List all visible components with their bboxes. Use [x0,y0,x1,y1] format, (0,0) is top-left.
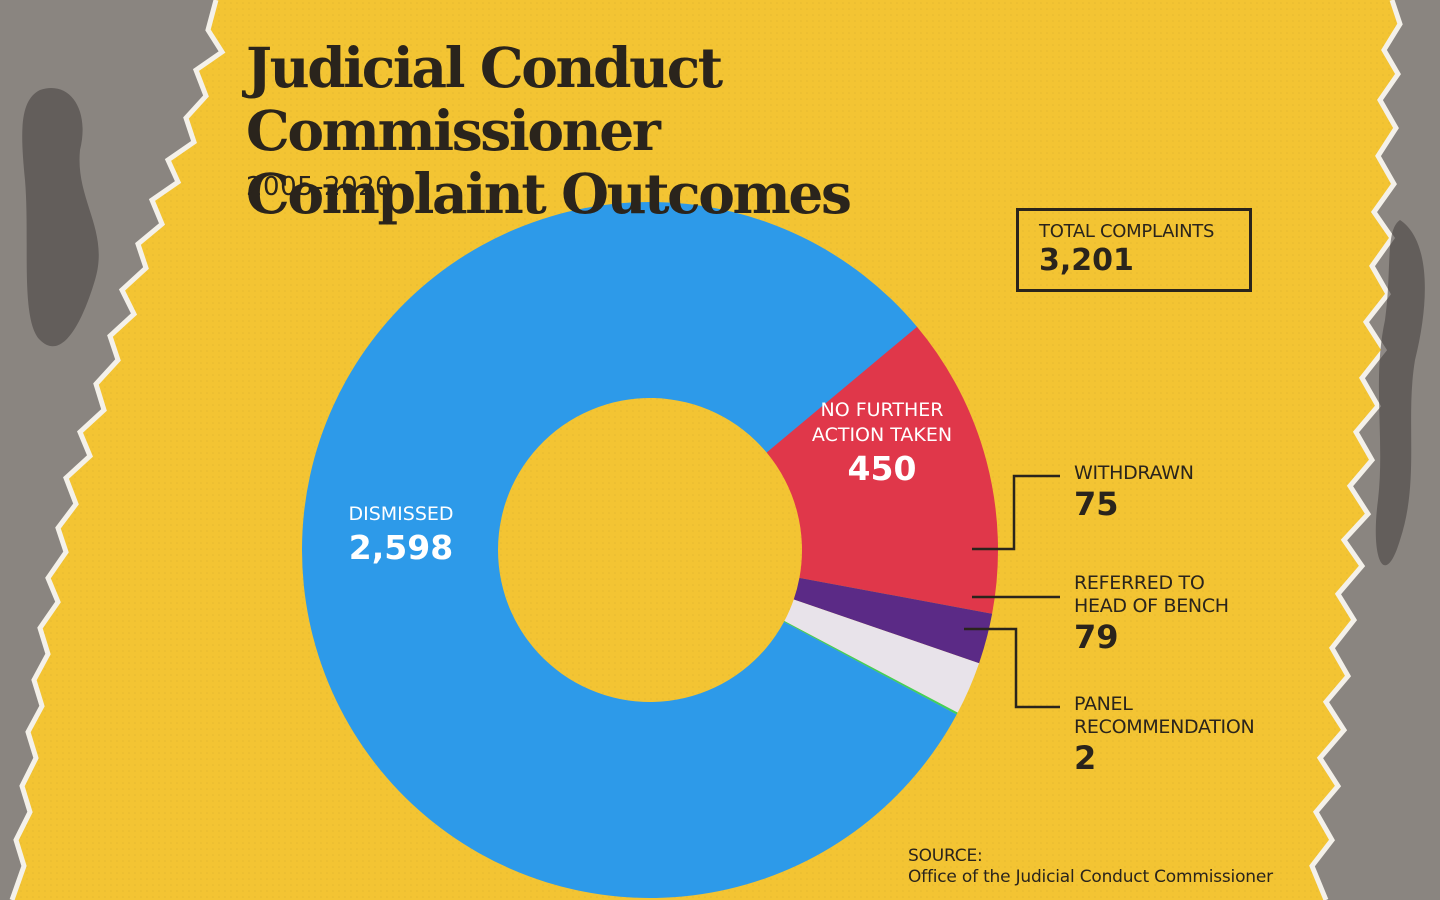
total-complaints-value: 3,201 [1039,243,1134,278]
total-complaints-label: TOTAL COMPLAINTS [1039,221,1215,242]
inside-label-1-line-2: ACTION TAKEN [812,424,952,446]
inside-labels: DISMISSED 2,598 NO FURTHER ACTION TAKEN 450 [348,399,952,567]
leader-lines [964,474,1060,709]
chart-title: Judicial Conduct Commissioner Complaint … [246,36,1146,225]
label-panel-line-2: RECOMMENDATION [1074,716,1255,738]
slice-withdrawn [793,577,993,664]
slice-referred-to-head-of-bench [784,599,980,713]
left-torn-paper-photo [0,0,226,900]
label-withdrawn: WITHDRAWN 75 [1074,462,1194,523]
inside-label-0-line-1: DISMISSED [348,503,453,525]
chart-subtitle: 2005-2020 [246,172,393,202]
label-referred-line-2: HEAD OF BENCH [1074,595,1229,617]
label-referred-value: 79 [1074,618,1119,656]
title-line-2: Complaint Outcomes [246,161,852,226]
label-withdrawn-line-1: WITHDRAWN [1074,462,1194,484]
source-note: SOURCE: Office of the Judicial Conduct C… [908,846,1273,888]
label-referred: REFERRED TO HEAD OF BENCH 79 [1074,572,1229,656]
inside-value-1: 450 [848,449,917,488]
total-complaints-box: TOTAL COMPLAINTS 3,201 [1016,208,1252,292]
title-line-1: Judicial Conduct Commissioner [246,35,723,163]
label-referred-line-1: REFERRED TO [1074,572,1205,594]
inside-value-0: 2,598 [349,528,453,567]
label-withdrawn-value: 75 [1074,485,1119,523]
slice-no-further-action-taken [766,326,998,614]
source-text: Office of the Judicial Conduct Commissio… [908,867,1273,887]
label-panel-value: 2 [1074,739,1097,777]
right-torn-paper-photo [1309,0,1440,900]
inside-label-1-line-1: NO FURTHER [821,399,944,421]
label-panel: PANEL RECOMMENDATION 2 [1074,693,1255,777]
donut-slices [302,202,998,899]
label-panel-line-1: PANEL [1074,693,1133,715]
source-label: SOURCE: [908,846,983,866]
leader-withdrawn [972,474,1060,551]
slice-panel-recommendation [783,621,958,715]
leader-panel [964,627,1060,709]
slice-dismissed [302,202,957,899]
